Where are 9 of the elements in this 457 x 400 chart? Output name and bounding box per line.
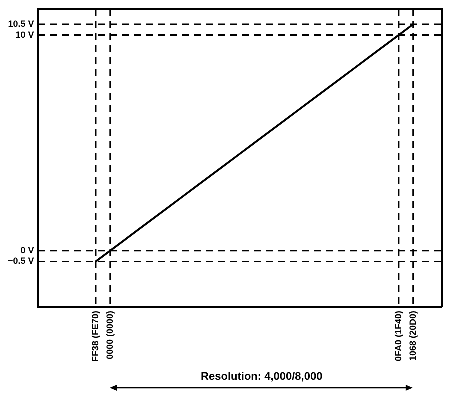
x-tick-label: 1068 (20D0)	[408, 310, 418, 362]
y-tick-label: 10 V	[16, 30, 34, 40]
text: Resolution: 4,000/8,000	[201, 371, 323, 383]
x-tick-label: 0FA0 (1F40)	[393, 310, 404, 362]
y-tick-label: 10.5 V	[8, 18, 34, 29]
x-tick-label: FF38 (FE70)	[90, 310, 100, 362]
y-tick-label: −0.5 V	[8, 256, 34, 266]
y-tick-label: 0 V	[20, 245, 34, 256]
x-tick-label: 0000 (0000)	[104, 310, 115, 360]
